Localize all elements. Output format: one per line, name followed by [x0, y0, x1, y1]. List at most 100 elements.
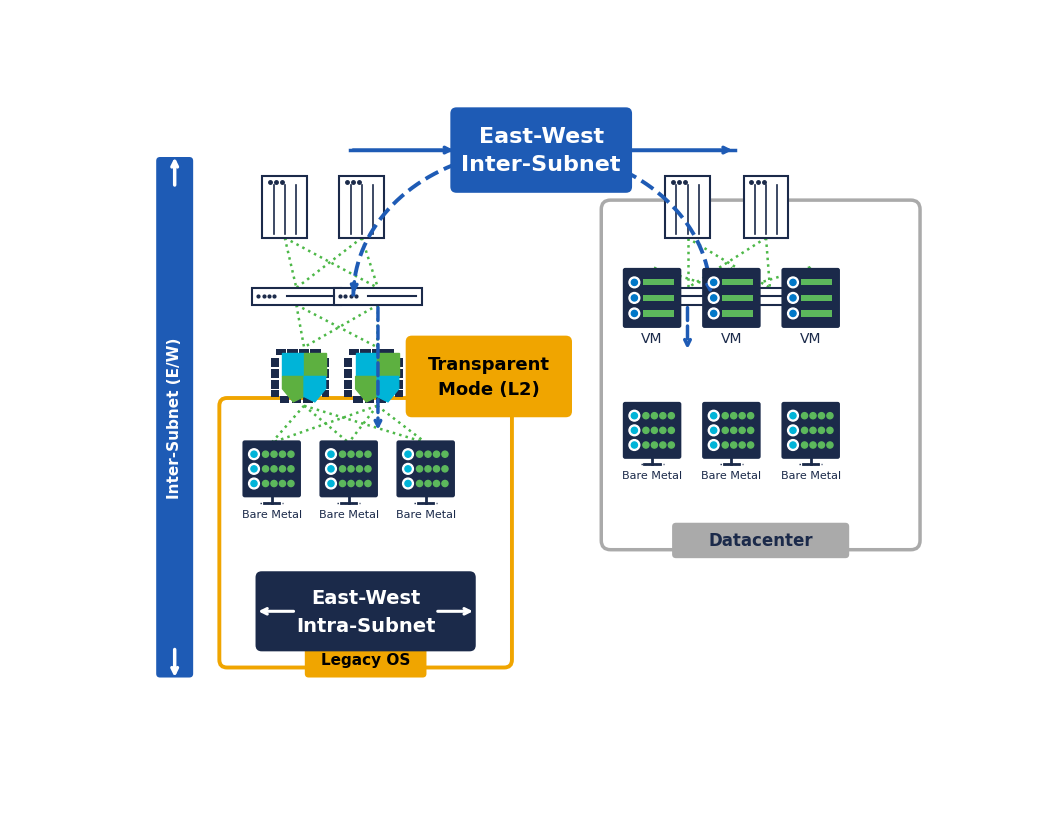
FancyBboxPatch shape: [702, 268, 760, 329]
Circle shape: [425, 451, 431, 458]
FancyBboxPatch shape: [276, 349, 286, 355]
Circle shape: [643, 413, 649, 419]
Circle shape: [802, 413, 808, 419]
Circle shape: [404, 466, 411, 472]
Circle shape: [248, 479, 260, 489]
Circle shape: [631, 280, 638, 286]
FancyBboxPatch shape: [344, 369, 352, 378]
Circle shape: [271, 466, 277, 472]
Circle shape: [668, 413, 675, 419]
Circle shape: [790, 280, 796, 286]
Circle shape: [629, 426, 640, 436]
Circle shape: [248, 450, 260, 460]
FancyBboxPatch shape: [263, 177, 307, 238]
Circle shape: [328, 466, 334, 472]
Text: Bare Metal: Bare Metal: [396, 509, 456, 519]
Circle shape: [652, 442, 658, 449]
Polygon shape: [356, 377, 377, 402]
Circle shape: [643, 442, 649, 449]
Circle shape: [748, 428, 754, 434]
Circle shape: [365, 481, 371, 487]
Circle shape: [709, 426, 719, 436]
Circle shape: [404, 451, 411, 458]
FancyBboxPatch shape: [395, 369, 402, 378]
Circle shape: [251, 451, 257, 458]
FancyBboxPatch shape: [287, 349, 298, 355]
FancyBboxPatch shape: [802, 311, 832, 317]
Circle shape: [748, 442, 754, 449]
Text: Bare Metal: Bare Metal: [242, 509, 302, 519]
Circle shape: [433, 451, 439, 458]
FancyBboxPatch shape: [322, 359, 329, 368]
FancyBboxPatch shape: [271, 359, 279, 368]
Circle shape: [790, 296, 796, 301]
FancyBboxPatch shape: [339, 177, 384, 238]
Text: Inter-Subnet (E/W): Inter-Subnet (E/W): [167, 337, 183, 498]
Circle shape: [709, 411, 719, 421]
FancyBboxPatch shape: [271, 380, 279, 389]
Circle shape: [722, 442, 729, 449]
FancyBboxPatch shape: [344, 380, 352, 389]
Circle shape: [709, 440, 719, 451]
Circle shape: [425, 466, 431, 472]
FancyBboxPatch shape: [372, 349, 382, 355]
Circle shape: [339, 481, 345, 487]
Circle shape: [416, 481, 422, 487]
FancyBboxPatch shape: [395, 359, 402, 368]
Circle shape: [827, 442, 833, 449]
Circle shape: [722, 428, 729, 434]
FancyBboxPatch shape: [396, 440, 455, 498]
Circle shape: [711, 280, 717, 286]
Text: Mode (L2): Mode (L2): [438, 380, 540, 398]
Circle shape: [425, 481, 431, 487]
FancyBboxPatch shape: [354, 397, 362, 403]
Circle shape: [722, 413, 729, 419]
Circle shape: [404, 481, 411, 487]
Circle shape: [248, 464, 260, 474]
Polygon shape: [283, 354, 304, 377]
FancyBboxPatch shape: [781, 268, 840, 329]
Circle shape: [441, 481, 448, 487]
FancyBboxPatch shape: [291, 397, 301, 403]
Text: Bare Metal: Bare Metal: [622, 470, 682, 480]
Text: VM: VM: [800, 331, 822, 345]
Circle shape: [788, 277, 798, 288]
Polygon shape: [304, 354, 325, 377]
Text: Bare Metal: Bare Metal: [701, 470, 761, 480]
Circle shape: [251, 466, 257, 472]
FancyBboxPatch shape: [395, 380, 402, 389]
Circle shape: [790, 428, 796, 434]
FancyBboxPatch shape: [376, 397, 385, 403]
Circle shape: [339, 466, 345, 472]
Circle shape: [788, 293, 798, 304]
Circle shape: [263, 466, 268, 472]
FancyBboxPatch shape: [320, 440, 378, 498]
Circle shape: [251, 481, 257, 487]
Circle shape: [357, 481, 362, 487]
FancyBboxPatch shape: [781, 402, 840, 460]
FancyBboxPatch shape: [725, 288, 814, 306]
Circle shape: [709, 277, 719, 288]
Circle shape: [739, 428, 746, 434]
Circle shape: [818, 428, 825, 434]
Text: Intra-Subnet: Intra-Subnet: [296, 616, 435, 635]
Circle shape: [339, 451, 345, 458]
FancyBboxPatch shape: [334, 288, 422, 306]
FancyBboxPatch shape: [722, 296, 753, 301]
Circle shape: [788, 426, 798, 436]
Circle shape: [711, 442, 717, 449]
Circle shape: [827, 413, 833, 419]
FancyBboxPatch shape: [156, 158, 193, 677]
FancyBboxPatch shape: [802, 296, 832, 301]
Circle shape: [790, 442, 796, 449]
Circle shape: [288, 451, 294, 458]
Text: Transparent: Transparent: [428, 356, 550, 373]
FancyBboxPatch shape: [299, 349, 309, 355]
Polygon shape: [283, 377, 304, 402]
Circle shape: [357, 466, 362, 472]
FancyBboxPatch shape: [643, 311, 674, 317]
FancyBboxPatch shape: [722, 311, 753, 317]
Circle shape: [402, 464, 413, 474]
Circle shape: [709, 293, 719, 304]
Circle shape: [325, 464, 337, 474]
